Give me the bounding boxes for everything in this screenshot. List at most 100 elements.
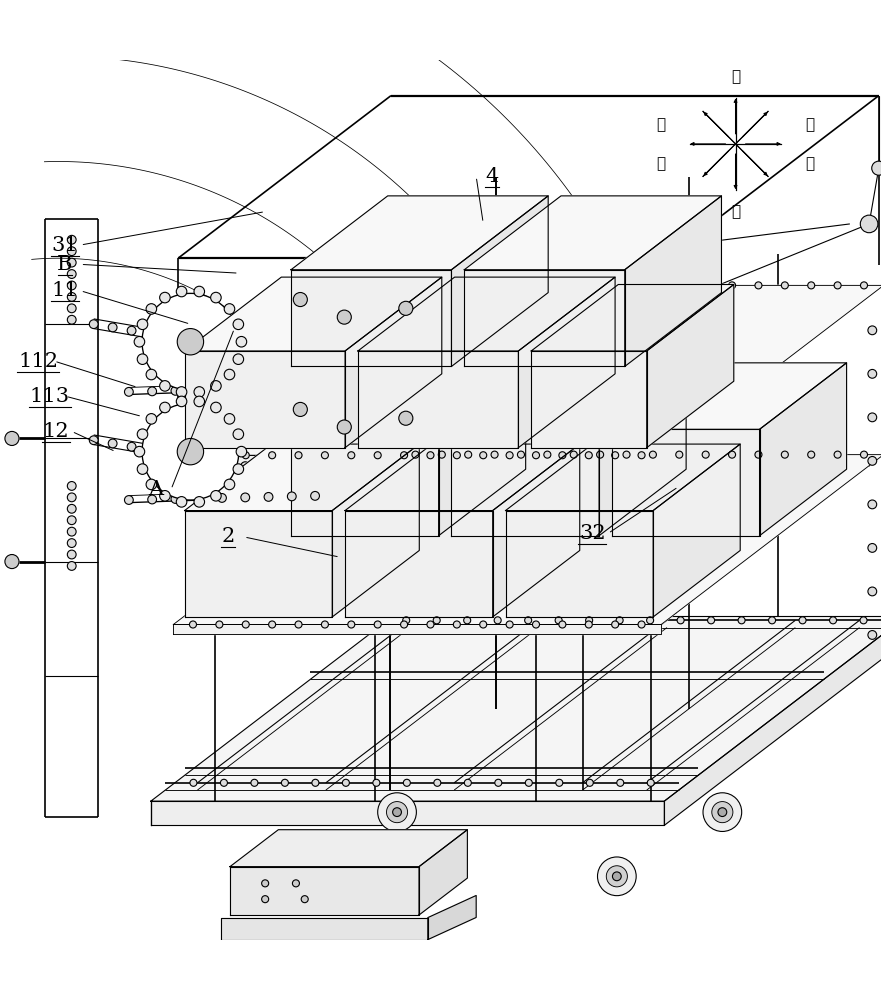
Circle shape [67,493,76,502]
Polygon shape [230,867,419,915]
Circle shape [89,320,98,329]
Circle shape [281,866,302,887]
Circle shape [312,779,319,786]
Polygon shape [493,444,579,617]
Circle shape [335,362,344,371]
Circle shape [160,491,170,501]
Circle shape [224,414,235,424]
Polygon shape [438,363,526,536]
Polygon shape [519,277,615,448]
Circle shape [555,617,562,624]
Circle shape [297,355,306,364]
Circle shape [525,617,532,624]
Circle shape [148,495,156,504]
Circle shape [559,452,566,459]
Circle shape [241,346,250,355]
Polygon shape [221,918,428,940]
Circle shape [264,384,273,393]
Circle shape [808,451,815,458]
Circle shape [597,857,636,896]
Circle shape [649,451,656,458]
Circle shape [67,315,76,324]
Polygon shape [599,363,686,536]
Circle shape [176,387,187,397]
Circle shape [703,793,742,831]
Circle shape [453,621,460,628]
Circle shape [348,621,355,628]
Circle shape [216,452,223,459]
Circle shape [233,464,243,474]
Circle shape [236,446,247,457]
Circle shape [67,504,76,513]
Circle shape [243,621,250,628]
Circle shape [67,539,76,547]
Circle shape [337,420,351,434]
Circle shape [434,779,441,786]
Polygon shape [452,196,549,366]
Text: 前: 前 [656,156,666,171]
Circle shape [211,292,221,303]
Circle shape [146,414,157,424]
Circle shape [211,491,221,501]
Circle shape [142,293,239,390]
Text: 右: 右 [805,156,815,171]
Circle shape [194,396,205,407]
Polygon shape [664,616,882,825]
Circle shape [399,301,413,315]
Circle shape [146,304,157,314]
Circle shape [310,383,319,392]
Circle shape [241,385,250,394]
Polygon shape [174,455,882,624]
Polygon shape [291,363,526,429]
Polygon shape [333,444,419,617]
Circle shape [861,451,868,458]
Polygon shape [428,895,476,940]
Text: 11: 11 [51,281,78,300]
Circle shape [399,411,413,425]
Circle shape [647,617,654,624]
Circle shape [127,442,136,451]
Circle shape [293,880,300,887]
Polygon shape [184,351,345,448]
Circle shape [403,617,410,624]
Circle shape [222,342,231,351]
Circle shape [295,621,302,628]
Text: 112: 112 [19,352,58,371]
Circle shape [571,282,577,289]
Circle shape [373,779,380,786]
Circle shape [412,282,419,289]
Circle shape [67,527,76,536]
Circle shape [142,403,239,500]
Polygon shape [184,444,419,511]
Circle shape [544,451,551,458]
Circle shape [134,446,145,457]
Circle shape [184,452,193,461]
Circle shape [400,452,407,459]
Circle shape [571,451,577,458]
Circle shape [587,779,594,786]
Circle shape [729,451,736,458]
Text: 12: 12 [42,422,69,441]
Circle shape [611,621,618,628]
Circle shape [146,479,157,490]
Circle shape [374,621,381,628]
Polygon shape [612,429,759,536]
Circle shape [288,384,296,393]
Circle shape [211,381,221,391]
Text: 上: 上 [731,69,740,84]
Circle shape [138,429,148,439]
Circle shape [67,281,76,290]
Circle shape [755,282,762,289]
Circle shape [518,282,525,289]
Circle shape [506,452,513,459]
Circle shape [317,359,325,368]
Circle shape [194,286,205,297]
Circle shape [224,369,235,380]
Polygon shape [345,511,493,617]
Circle shape [427,452,434,459]
Circle shape [160,381,170,391]
Circle shape [177,438,204,465]
Text: 32: 32 [579,524,606,543]
Circle shape [860,215,878,233]
Circle shape [676,451,683,458]
